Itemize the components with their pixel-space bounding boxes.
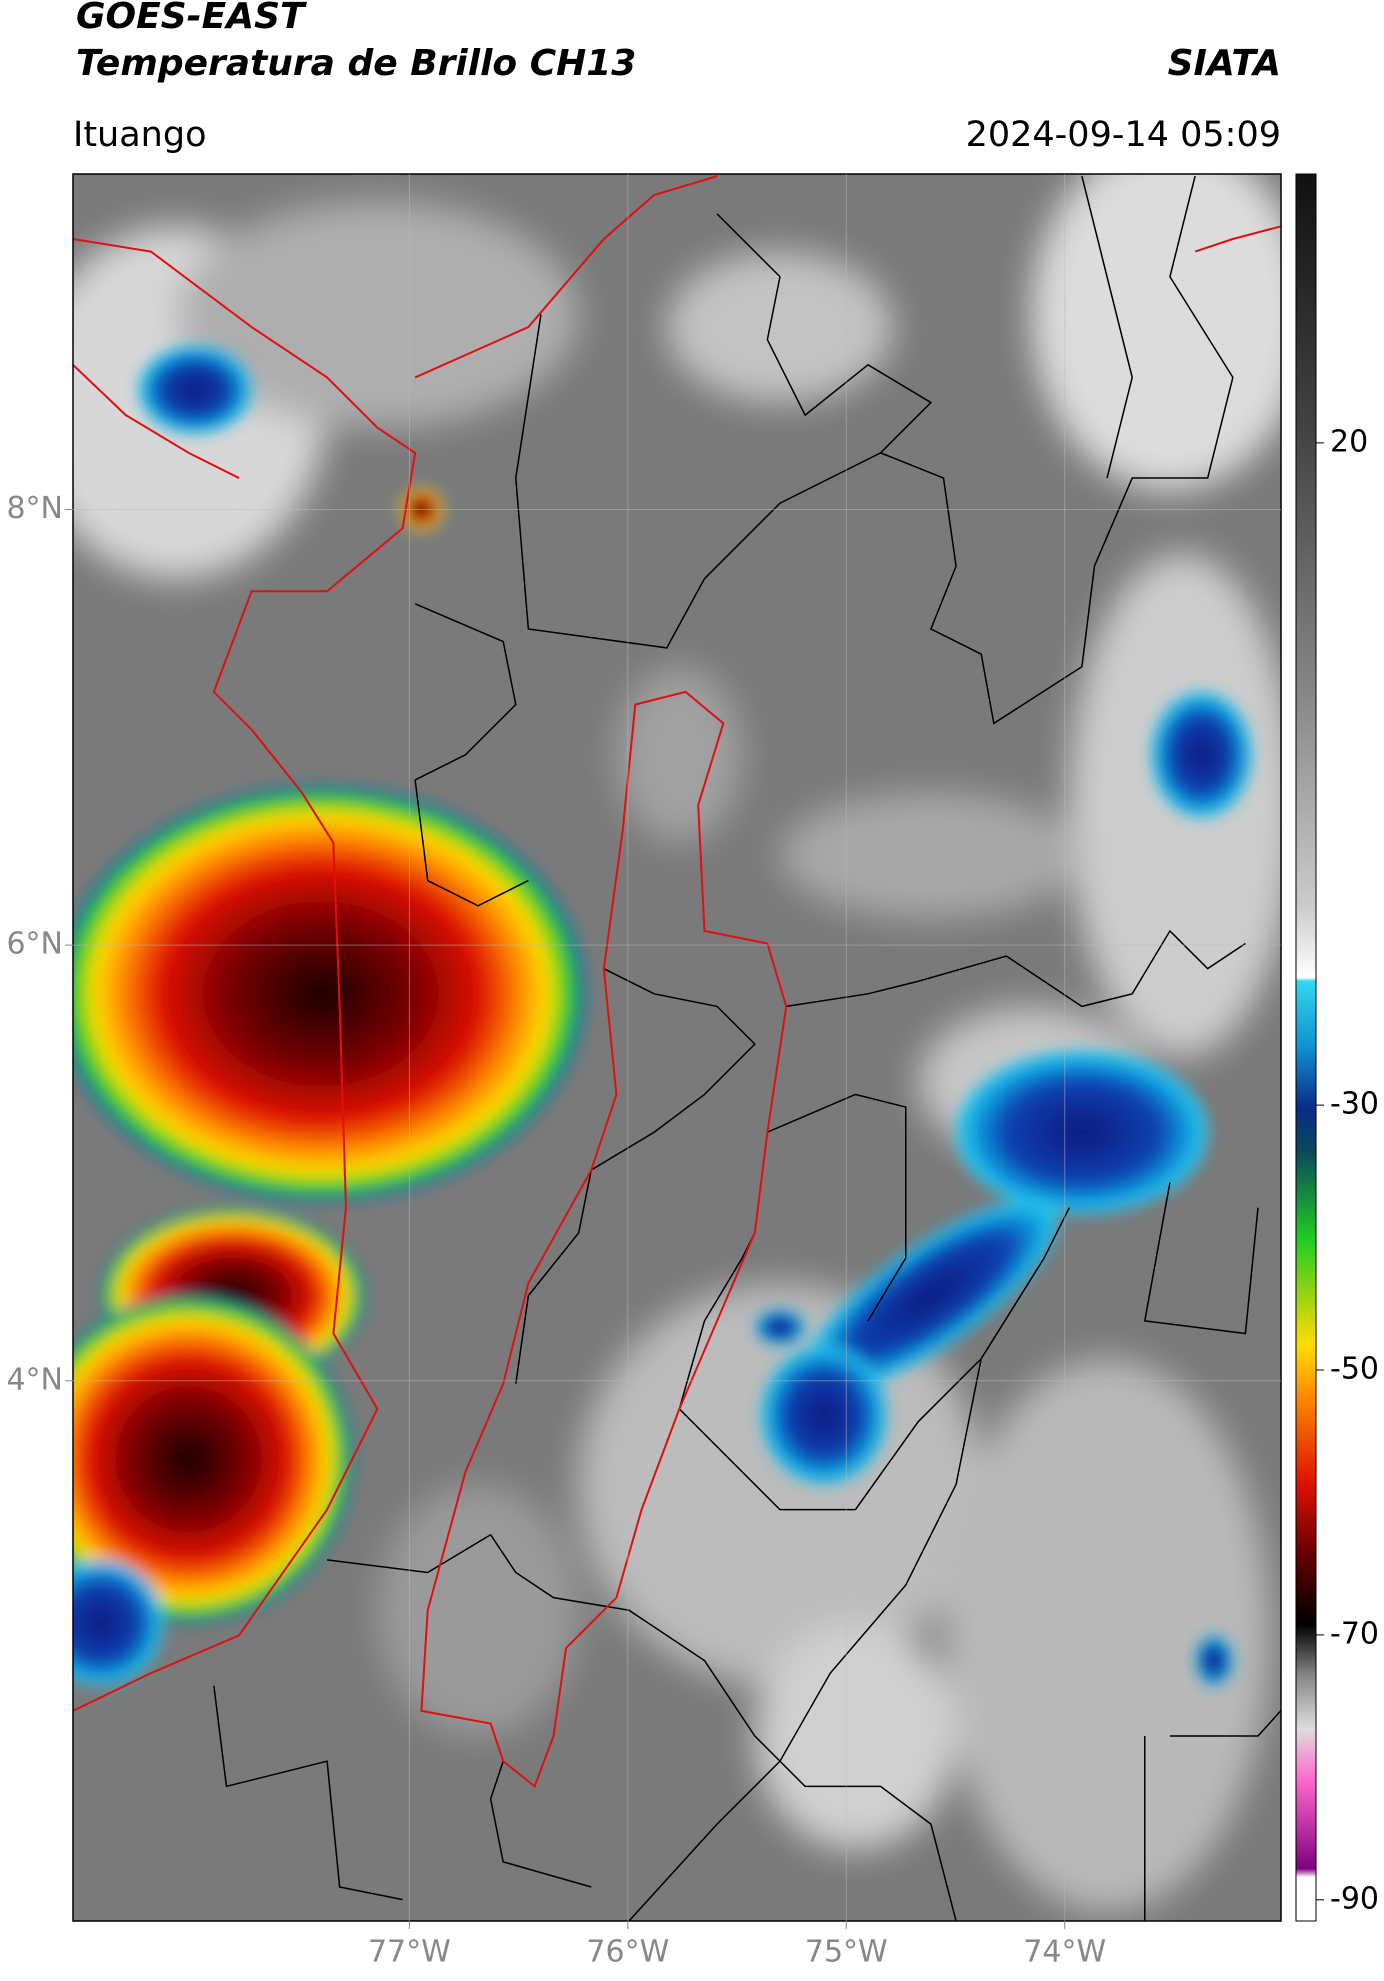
x-tick-label: 75°W bbox=[805, 1935, 888, 1970]
colorbar-label: -70 bbox=[1330, 1616, 1379, 1651]
x-tick-label: 74°W bbox=[1023, 1935, 1106, 1970]
x-tick-label: 77°W bbox=[368, 1935, 451, 1970]
colorbar-label: -90 bbox=[1330, 1881, 1379, 1916]
y-tick-label: 4°N bbox=[6, 1362, 63, 1397]
source: SIATA bbox=[1168, 43, 1281, 84]
map-frame bbox=[72, 173, 1282, 1922]
datetime: 2024-09-14 05:09 bbox=[966, 115, 1281, 155]
map-image bbox=[73, 174, 1281, 1921]
colorbar-label: -50 bbox=[1330, 1352, 1379, 1387]
title: GOES-EAST bbox=[76, 0, 307, 37]
y-tick-label: 8°N bbox=[6, 491, 63, 526]
subtitle: Temperatura de Brillo CH13 bbox=[76, 43, 636, 84]
colorbar bbox=[1295, 173, 1317, 1922]
location: Ituango bbox=[73, 115, 207, 155]
colorbar-label: 20 bbox=[1330, 424, 1368, 459]
x-tick-label: 76°W bbox=[586, 1935, 669, 1970]
y-tick-label: 6°N bbox=[6, 927, 63, 962]
colorbar-label: -30 bbox=[1330, 1087, 1379, 1122]
